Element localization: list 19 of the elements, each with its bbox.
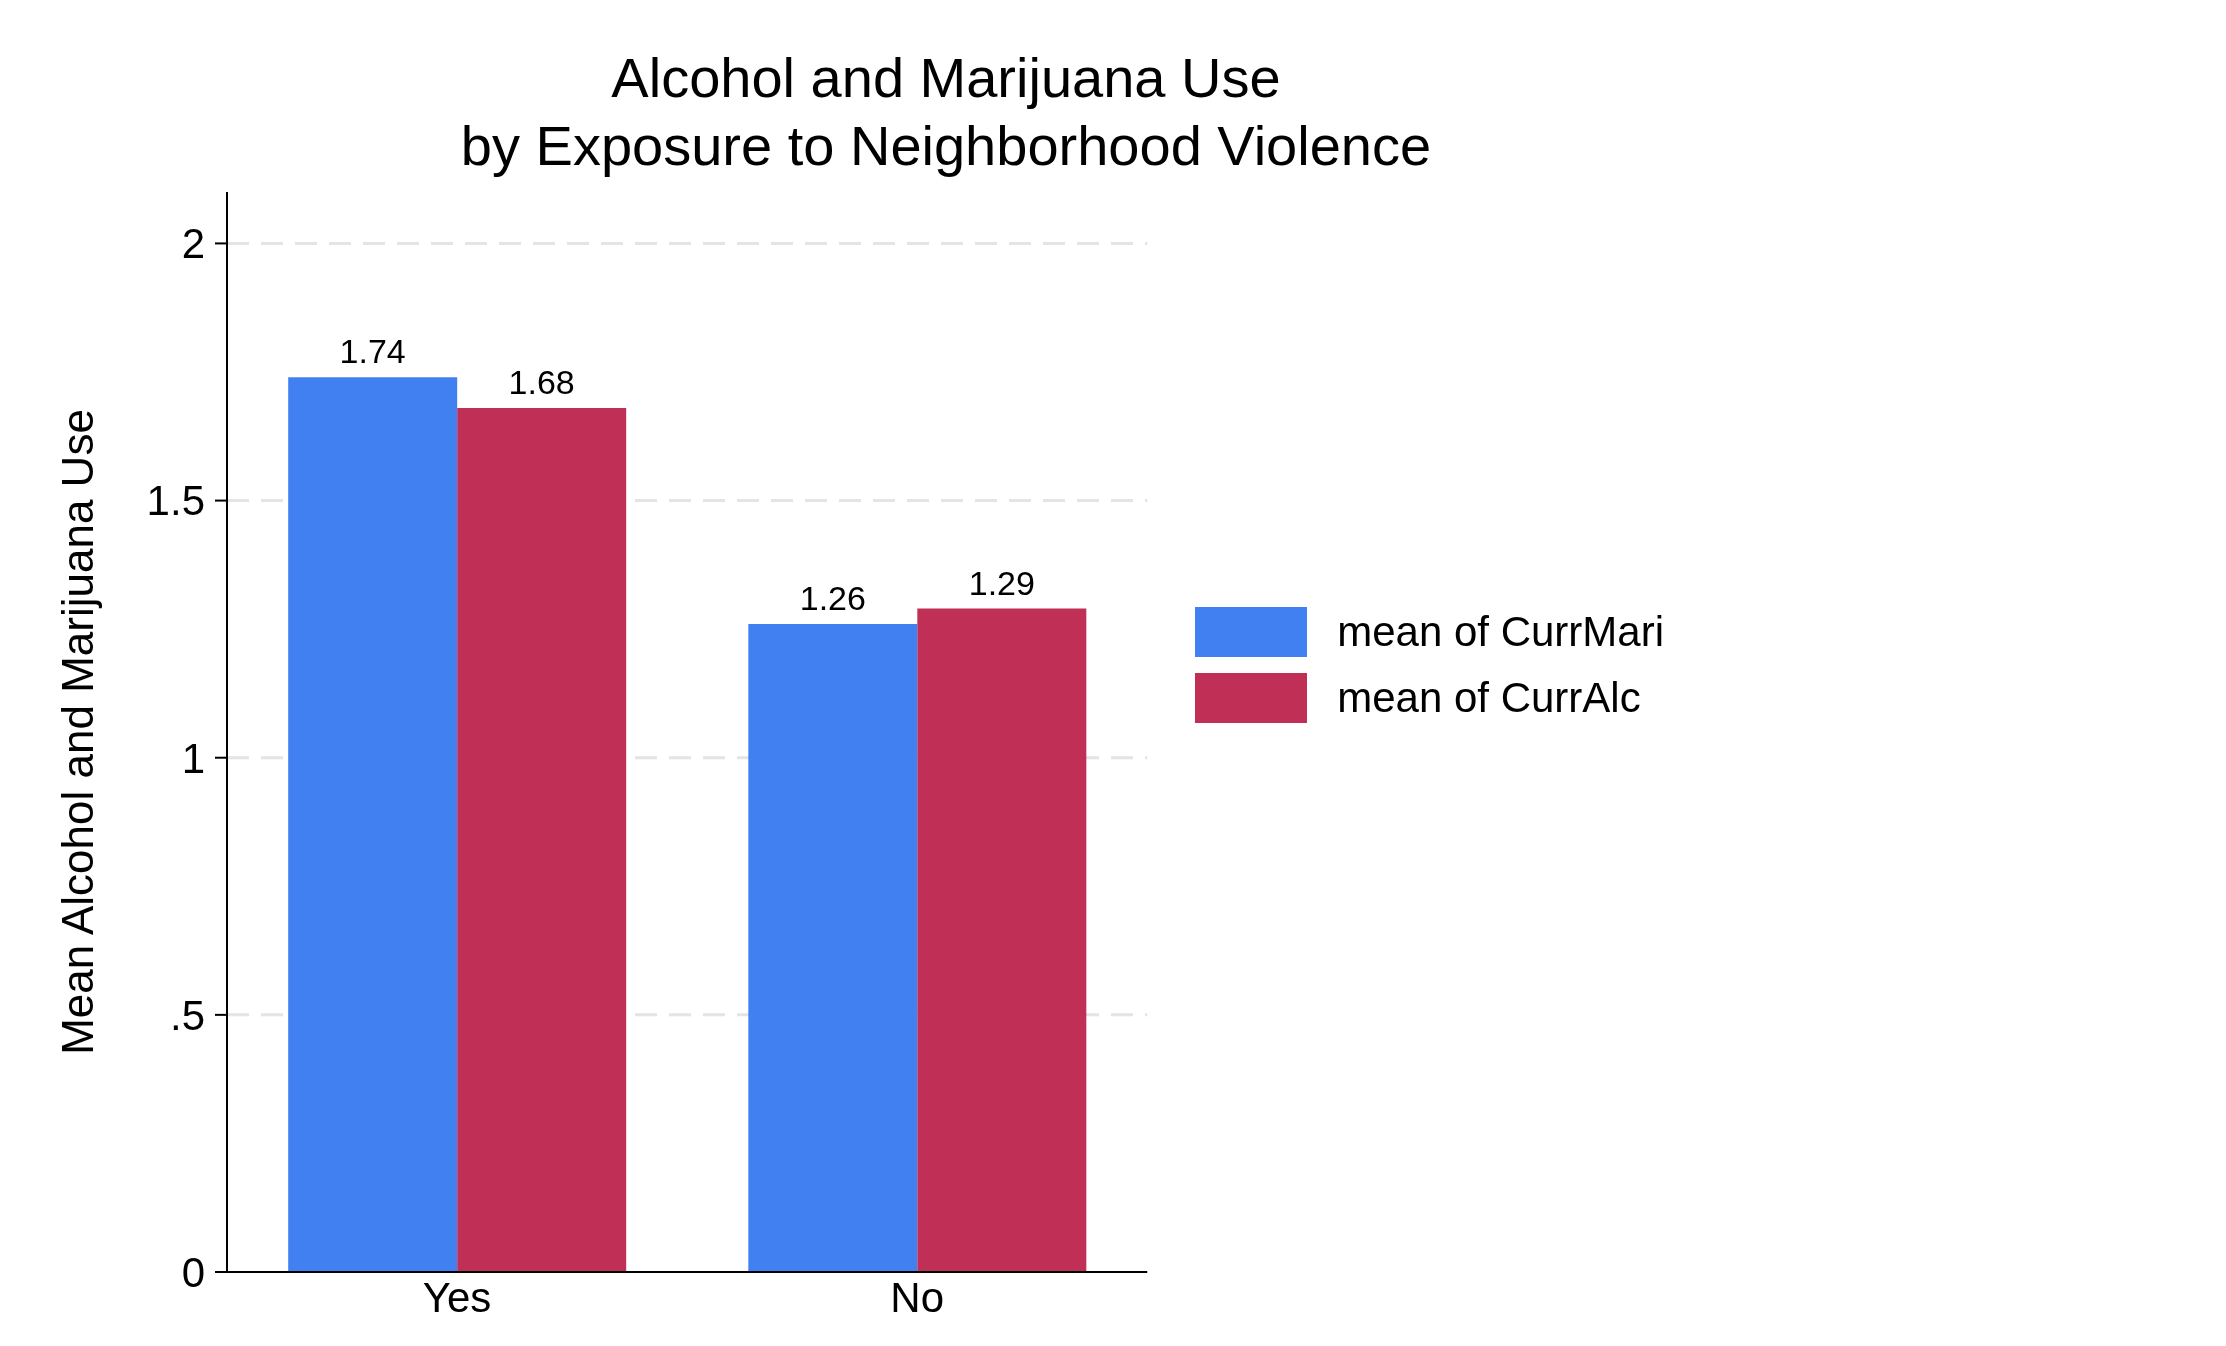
y-tick-label: 1 [181, 734, 205, 782]
x-tick-label: Yes [422, 1273, 492, 1321]
chart-title: Alcohol and Marijuana Use by Exposure to Neighborhood Violence [459, 45, 1433, 179]
x-tick-label: No [890, 1273, 945, 1321]
y-axis-title: Mean Alcohol and Marijuana Use [52, 409, 102, 1055]
data-label: 1.26 [799, 579, 866, 617]
data-label: 1.68 [508, 363, 575, 401]
bar [288, 377, 458, 1272]
legend-label: mean of CurrAlc [1337, 674, 1641, 722]
y-tick-label: 2 [181, 220, 205, 268]
bar [917, 608, 1087, 1272]
data-label: 1.74 [339, 332, 406, 371]
y-tick-label: .5 [169, 991, 205, 1039]
y-tick-label: 0 [181, 1248, 205, 1296]
bar [748, 624, 918, 1272]
bar [457, 408, 627, 1272]
data-label: 1.29 [968, 563, 1035, 602]
y-tick-label: 1.5 [146, 477, 205, 525]
legend-label: mean of CurrMari [1337, 608, 1664, 656]
